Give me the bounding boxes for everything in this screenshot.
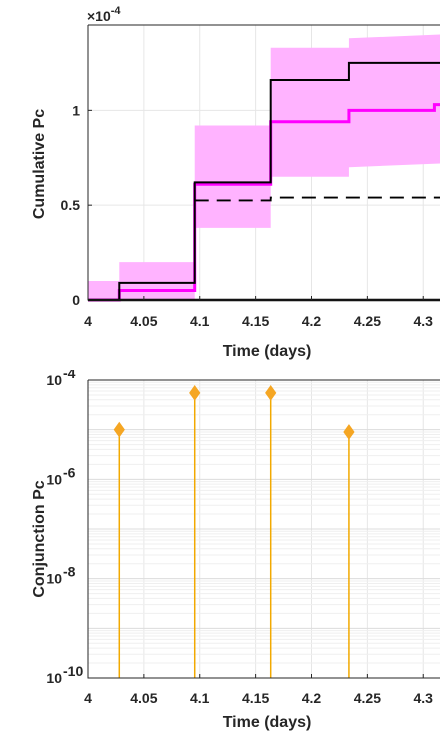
x-tick-label: 4.1 [190, 313, 210, 329]
y-tick-label: 1 [72, 102, 80, 118]
cumulative-pc-chart: 4 4.05 4.1 4.15 4.2 4.25 4.3 00.51 ×10-4 Time … [31, 5, 440, 360]
grid-lines [87, 380, 440, 679]
dashed-black-line [194, 196, 440, 202]
x-tick-labels: 4 4.05 4.1 4.15 4.2 4.25 4.3 [84, 690, 433, 706]
axes-box [87, 24, 440, 301]
y-tick-exponent: -4 [63, 370, 76, 381]
x-tick-label: 4.25 [354, 313, 381, 329]
x-tick-label: 4.15 [242, 690, 269, 706]
y-tick-exponent: -6 [63, 464, 76, 480]
y-tick-label: 0.5 [61, 197, 81, 213]
x-tick-label: 4.05 [130, 690, 157, 706]
y-tick-label: 10 [46, 571, 62, 587]
x-tick-label: 4.25 [354, 690, 381, 706]
x-axis-label: Time (days) [223, 714, 312, 731]
y-tick-label: 10 [46, 471, 62, 487]
x-axis-label: Time (days) [223, 343, 312, 360]
axes-box [87, 379, 440, 679]
stem-lines [113, 385, 355, 678]
y-tick-label: 0 [72, 292, 80, 308]
y-tick-exponent: -8 [63, 564, 76, 580]
band-area [88, 34, 440, 300]
y-axis-label: Cumulative Pc [31, 109, 48, 219]
x-tick-labels: 4 4.05 4.1 4.15 4.2 4.25 4.3 [84, 313, 433, 329]
x-tick-label: 4 [84, 313, 92, 329]
diamond-marker [343, 424, 355, 440]
y-axis-label: Conjunction Pc [31, 480, 48, 597]
x-tick-label: 4 [84, 690, 92, 706]
x-tick-label: 4.05 [130, 313, 157, 329]
diamond-marker [265, 385, 277, 401]
x-tick-label: 4.3 [414, 313, 434, 329]
x-tick-label: 4.2 [302, 313, 322, 329]
y-exponent-label: ×10-4 [87, 5, 121, 24]
diamond-marker [113, 421, 125, 438]
solid-black-line [88, 61, 440, 301]
diamond-marker [189, 385, 201, 401]
x-tick-label: 4.15 [242, 313, 269, 329]
y-tick-label: 10 [46, 372, 62, 388]
y-tick-labels: 00.51 [61, 102, 81, 308]
y-tick-label: 10 [46, 670, 62, 686]
x-tick-label: 4.3 [414, 690, 434, 706]
x-tick-label: 4.1 [190, 690, 210, 706]
conjunction-pc-chart: 4 4.05 4.1 4.15 4.2 4.25 4.3 10-1010-810-610-4… [31, 370, 440, 731]
uncertainty-band [88, 34, 440, 300]
x-tick-label: 4.2 [302, 690, 322, 706]
y-tick-exponent: -10 [63, 663, 83, 679]
